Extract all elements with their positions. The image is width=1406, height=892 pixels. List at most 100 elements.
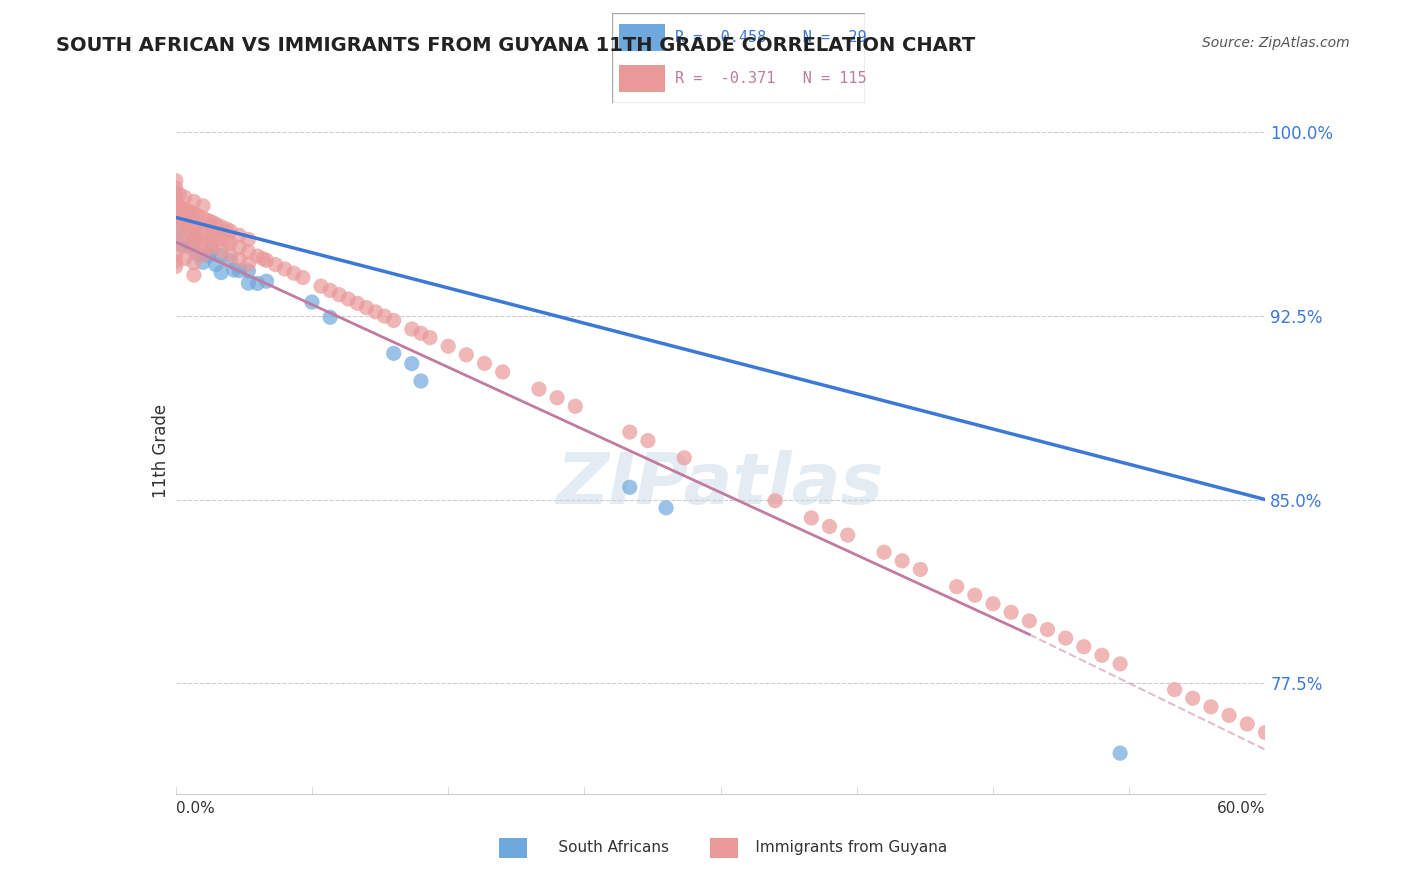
South Africans [246, 277, 269, 291]
Immigrants from Guyana [374, 309, 396, 323]
Immigrants from Guyana [1163, 682, 1185, 697]
Immigrants from Guyana [309, 279, 332, 293]
Immigrants from Guyana [837, 528, 859, 542]
Bar [619, 24, 665, 51]
Immigrants from Guyana [173, 239, 195, 253]
Immigrants from Guyana [264, 258, 287, 272]
Immigrants from Guyana [1254, 725, 1277, 739]
Immigrants from Guyana [328, 287, 350, 301]
Immigrants from Guyana [945, 580, 967, 594]
Immigrants from Guyana [170, 201, 193, 215]
Immigrants from Guyana [382, 313, 405, 327]
Immigrants from Guyana [191, 235, 214, 250]
South Africans [209, 266, 232, 280]
Immigrants from Guyana [169, 212, 191, 227]
Immigrants from Guyana [165, 198, 187, 212]
South Africans [401, 357, 423, 371]
Immigrants from Guyana [209, 232, 232, 246]
Immigrants from Guyana [238, 244, 260, 259]
Immigrants from Guyana [197, 213, 219, 227]
Immigrants from Guyana [201, 215, 224, 229]
Immigrants from Guyana [963, 588, 986, 602]
Immigrants from Guyana [201, 227, 224, 242]
Immigrants from Guyana [165, 211, 187, 225]
Immigrants from Guyana [456, 348, 478, 362]
Immigrants from Guyana [215, 235, 238, 249]
South Africans [197, 249, 219, 263]
Immigrants from Guyana [169, 200, 191, 214]
Immigrants from Guyana [1091, 648, 1114, 663]
Immigrants from Guyana [274, 261, 297, 276]
Immigrants from Guyana [197, 238, 219, 252]
South Africans [204, 258, 226, 272]
Immigrants from Guyana [238, 233, 260, 247]
Immigrants from Guyana [981, 597, 1004, 611]
Immigrants from Guyana [492, 365, 515, 379]
Immigrants from Guyana [183, 244, 205, 258]
Immigrants from Guyana [637, 434, 659, 448]
Immigrants from Guyana [183, 207, 205, 221]
Text: Source: ZipAtlas.com: Source: ZipAtlas.com [1202, 36, 1350, 50]
Immigrants from Guyana [165, 247, 187, 261]
Immigrants from Guyana [173, 215, 195, 229]
Immigrants from Guyana [409, 326, 432, 341]
Immigrants from Guyana [419, 331, 441, 345]
Immigrants from Guyana [337, 292, 360, 306]
Immigrants from Guyana [169, 187, 191, 202]
Immigrants from Guyana [401, 322, 423, 336]
Immigrants from Guyana [183, 268, 205, 282]
Text: South Africans: South Africans [534, 840, 669, 855]
South Africans [238, 276, 260, 290]
Text: ZIPatlas: ZIPatlas [557, 450, 884, 519]
Y-axis label: 11th Grade: 11th Grade [152, 403, 170, 498]
Immigrants from Guyana [215, 222, 238, 236]
Immigrants from Guyana [474, 356, 496, 370]
Immigrants from Guyana [673, 450, 696, 465]
Immigrants from Guyana [209, 219, 232, 234]
South Africans [238, 264, 260, 278]
Immigrants from Guyana [177, 216, 200, 230]
Immigrants from Guyana [1054, 631, 1077, 645]
Immigrants from Guyana [197, 226, 219, 240]
South Africans [183, 233, 205, 247]
Immigrants from Guyana [891, 554, 914, 568]
South Africans [186, 247, 209, 261]
Immigrants from Guyana [910, 562, 932, 576]
Immigrants from Guyana [564, 399, 586, 413]
Immigrants from Guyana [165, 222, 187, 236]
Text: R = -0.458    N =  29: R = -0.458 N = 29 [675, 30, 866, 45]
South Africans [256, 274, 278, 288]
Immigrants from Guyana [173, 202, 195, 217]
South Africans [409, 374, 432, 388]
Text: 60.0%: 60.0% [1218, 801, 1265, 816]
Immigrants from Guyana [1000, 606, 1022, 620]
South Africans [201, 244, 224, 258]
South Africans [619, 480, 641, 494]
Immigrants from Guyana [252, 252, 274, 266]
Immigrants from Guyana [1181, 691, 1204, 706]
Immigrants from Guyana [527, 382, 550, 396]
Immigrants from Guyana [1218, 708, 1240, 723]
South Africans [165, 191, 187, 205]
Immigrants from Guyana [818, 519, 841, 533]
Immigrants from Guyana [228, 252, 250, 267]
Immigrants from Guyana [201, 240, 224, 254]
South Africans [301, 295, 323, 310]
Immigrants from Guyana [186, 220, 209, 235]
South Africans [219, 253, 242, 268]
Immigrants from Guyana [173, 227, 195, 241]
Immigrants from Guyana [1109, 657, 1132, 671]
Text: R =  -0.371   N = 115: R = -0.371 N = 115 [675, 71, 866, 86]
Immigrants from Guyana [165, 254, 187, 268]
Immigrants from Guyana [1236, 717, 1258, 731]
Immigrants from Guyana [204, 217, 226, 231]
Immigrants from Guyana [183, 194, 205, 209]
Immigrants from Guyana [177, 204, 200, 219]
Immigrants from Guyana [209, 244, 232, 259]
Immigrants from Guyana [179, 205, 201, 219]
Immigrants from Guyana [619, 425, 641, 439]
South Africans [165, 186, 187, 200]
South Africans [209, 248, 232, 262]
Immigrants from Guyana [246, 249, 269, 263]
South Africans [228, 263, 250, 277]
